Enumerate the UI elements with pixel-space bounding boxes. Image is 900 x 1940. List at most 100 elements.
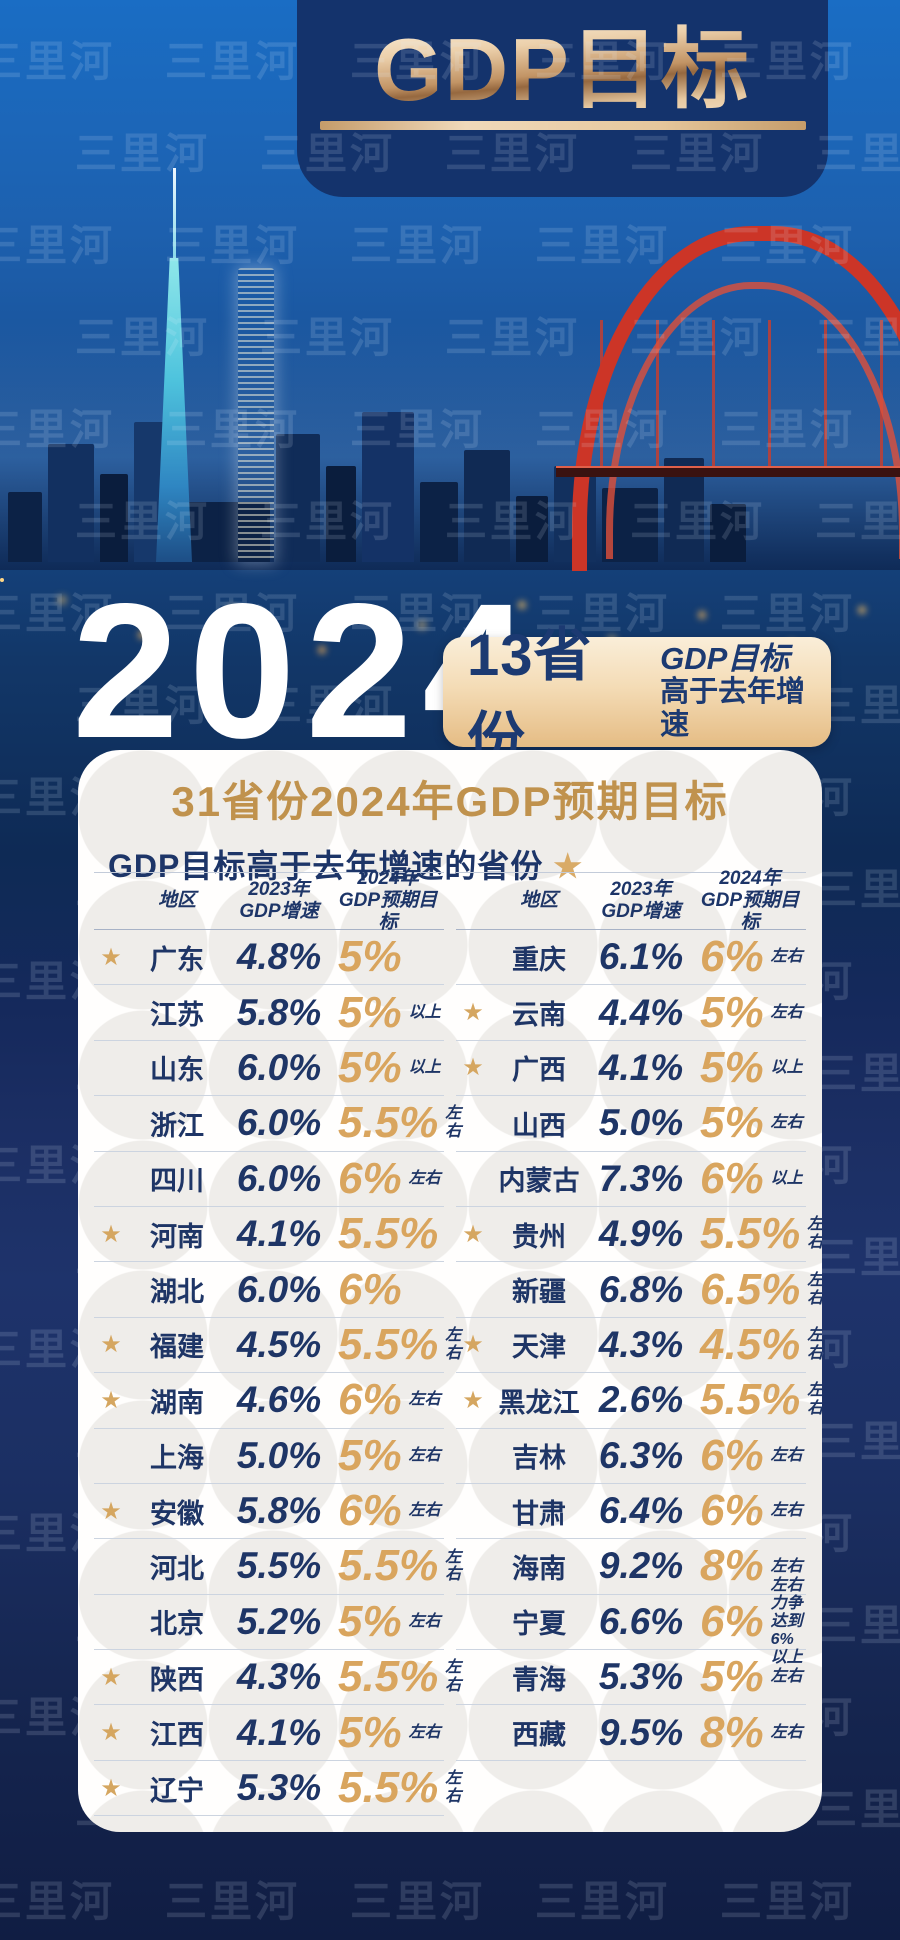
gdp-2024-target: 6% 以上 <box>694 1154 806 1204</box>
gdp-2024-number: 5% <box>338 1042 402 1092</box>
row-star-icon: ★ <box>100 1331 122 1359</box>
gdp-2024-target: 6% 左右 <box>332 1154 444 1204</box>
watermark-text: 三里河 <box>75 498 211 545</box>
gdp-2024-target: 5.5% 左右 <box>332 1652 461 1702</box>
target-note: 左右 <box>770 1668 803 1686</box>
sky-haze <box>0 320 900 570</box>
gdp-2023-value: 6.0% <box>236 1046 322 1088</box>
target-note: 左右 <box>770 1003 803 1021</box>
gdp-2023-value: 4.6% <box>236 1379 322 1421</box>
watermark-text: 三里河 <box>165 406 301 453</box>
target-note: 左右 <box>408 1612 441 1630</box>
region-name: 北京 <box>150 1609 204 1640</box>
region-name: 海南 <box>512 1553 566 1584</box>
table-header-row: 地区 2023年 GDP增速 2024年 GDP预期目标 <box>94 868 444 933</box>
table-row: 甘肃 6.4% 6% 左右 <box>456 1484 806 1540</box>
gdp-2024-number: 6% <box>700 1153 764 1203</box>
gdp-2023-value: 4.5% <box>236 1323 322 1365</box>
header-region: 地区 <box>519 890 558 912</box>
row-star-icon: ★ <box>462 999 484 1027</box>
gdp-2023-value: 5.3% <box>236 1767 322 1809</box>
gdp-2024-target: 5.5% 左右 <box>332 1763 461 1813</box>
gdp-2024-number: 6.5% <box>700 1264 801 1314</box>
watermark-text: 三里河 <box>535 222 671 269</box>
gdp-2024-number: 6% <box>700 1486 764 1536</box>
region-name: 吉林 <box>512 1443 566 1474</box>
watermark-text: 三里河 <box>260 314 396 361</box>
target-note: 左右 <box>770 1723 803 1741</box>
target-note: 左右 <box>770 1446 803 1464</box>
gdp-2024-target: 5% 以上 <box>694 1043 806 1093</box>
gdp-2023-value: 4.1% <box>236 1213 322 1255</box>
card-subtitle: GDP目标高于去年增速的省份 ★ <box>108 841 822 887</box>
gdp-2023-value: 9.5% <box>598 1711 684 1753</box>
region-name: 四川 <box>150 1166 204 1197</box>
table-row: 内蒙古 7.3% 6% 以上 <box>456 1152 806 1207</box>
region-name: 浙江 <box>150 1110 204 1141</box>
table-row: ★ 江西 4.1% 5% 左右 <box>94 1705 444 1761</box>
region-name: 湖北 <box>150 1277 204 1308</box>
gdp-2024-number: 6% <box>700 1596 764 1646</box>
watermark-text: 三里河 <box>815 1234 900 1281</box>
canton-tower <box>156 258 192 562</box>
gdp-2024-number: 5% <box>700 987 764 1037</box>
watermark-text: 三里河 <box>815 1418 900 1465</box>
bridge-cables <box>600 320 900 470</box>
watermark-text: 三里河 <box>630 498 766 545</box>
table-row: ★ 广西 4.1% 5% 以上 <box>456 1041 806 1097</box>
gdp-2023-value: 6.0% <box>236 1102 322 1144</box>
gdp-2024-target: 5% 左右 <box>694 1098 806 1148</box>
gdp-2023-value: 4.8% <box>236 936 322 978</box>
gdp-2023-value: 4.9% <box>598 1213 684 1255</box>
region-name: 山东 <box>150 1055 204 1086</box>
highlight-badge: 13省份 GDP目标 高于去年增速 <box>443 623 831 772</box>
region-name: 辽宁 <box>150 1775 204 1806</box>
gdp-2024-number: 5.5% <box>338 1319 439 1369</box>
table-row: ★ 广东 4.8% 5% <box>94 930 444 986</box>
region-name: 新疆 <box>512 1277 566 1308</box>
gdp-2023-value: 4.4% <box>598 991 684 1033</box>
page-title: GDP目标 <box>374 20 751 119</box>
gdp-2023-value: 5.2% <box>236 1600 322 1642</box>
gdp-2024-target: 6% 左右 <box>694 1486 806 1536</box>
target-note: 左右 <box>445 1105 462 1141</box>
table-row: ★ 湖南 4.6% 6% 左右 <box>94 1373 444 1429</box>
watermark-text: 三里河 <box>815 1602 900 1649</box>
target-note: 左右 <box>770 1502 803 1520</box>
header-2024-target: 2024年 GDP预期目标 <box>700 868 800 933</box>
header-2023-growth: 2023年 GDP增速 <box>239 879 319 922</box>
watermark-text: 三里河 <box>165 222 301 269</box>
gdp-2024-target: 8% 左右 <box>694 1541 806 1591</box>
watermark-text: 三里河 <box>815 866 900 913</box>
watermark-text: 三里河 <box>630 314 766 361</box>
gdp-2024-number: 5% <box>338 987 402 1037</box>
gdp-2023-value: 2.6% <box>598 1379 684 1421</box>
gdp-2024-target: 5.5% 左右 <box>332 1319 461 1370</box>
gdp-2024-number: 6% <box>700 932 764 982</box>
watermark-text: 三里河 <box>535 406 671 453</box>
badge-line1: GDP目标 <box>660 640 790 676</box>
target-note: 左右 <box>770 1557 803 1575</box>
target-note: 左右 <box>408 1391 441 1409</box>
target-note: 左右 <box>445 1327 462 1362</box>
header-2024-target: 2024年 GDP预期目标 <box>338 868 438 933</box>
gdp-2024-target: 5.5% 左右 <box>332 1098 461 1148</box>
target-note: 左右 <box>807 1216 822 1252</box>
gdp-2023-value: 6.8% <box>598 1268 684 1310</box>
header-region: 地区 <box>157 890 196 912</box>
star-icon: ★ <box>553 848 584 884</box>
table-row: ★ 安徽 5.8% 6% 左右 <box>94 1484 444 1540</box>
target-note: 以上 <box>770 1169 803 1187</box>
card-title: 31省份2024年GDP预期目标 <box>171 778 729 825</box>
building-silhouettes <box>0 372 900 562</box>
gdp-2024-target: 5.5% <box>332 1209 444 1259</box>
table-row: 重庆 6.1% 6% 左右 <box>456 930 806 986</box>
gdp-2023-value: 4.3% <box>598 1323 684 1365</box>
street-lights <box>0 578 4 582</box>
badge-text: GDP目标 高于去年增速 <box>660 640 831 743</box>
row-star-icon: ★ <box>100 1220 122 1248</box>
region-name: 湖南 <box>150 1387 204 1418</box>
gdp-2024-target: 4.5% 左右 <box>694 1320 822 1370</box>
region-name: 天津 <box>512 1332 566 1363</box>
